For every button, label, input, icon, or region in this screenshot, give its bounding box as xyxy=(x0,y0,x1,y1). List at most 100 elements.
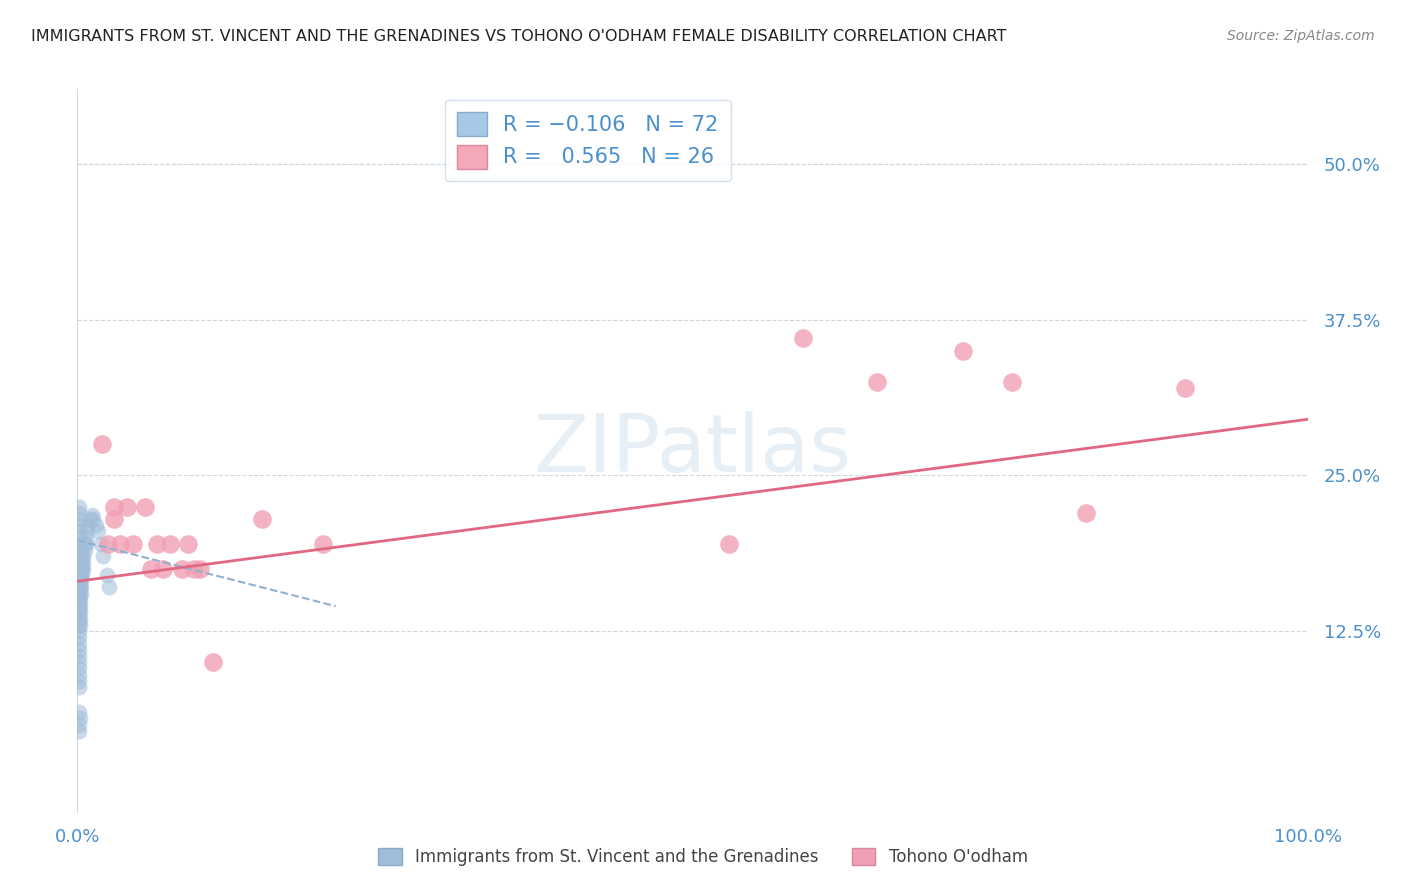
Point xyxy=(1001,375,1024,389)
Point xyxy=(69,618,91,632)
Point xyxy=(70,574,93,589)
Point xyxy=(72,549,94,564)
Point xyxy=(67,642,90,657)
Point xyxy=(67,537,90,551)
Point xyxy=(67,667,90,681)
Point xyxy=(312,537,335,551)
Point xyxy=(67,648,90,663)
Point xyxy=(177,537,200,551)
Point xyxy=(69,711,91,725)
Point xyxy=(67,549,90,564)
Point xyxy=(73,537,96,551)
Point xyxy=(69,599,91,614)
Point xyxy=(79,512,101,526)
Point xyxy=(67,500,90,514)
Point xyxy=(152,562,174,576)
Legend: R = −0.106   N = 72, R =   0.565   N = 26: R = −0.106 N = 72, R = 0.565 N = 26 xyxy=(444,100,731,181)
Point xyxy=(69,574,91,589)
Point xyxy=(67,506,90,520)
Point xyxy=(250,512,273,526)
Point xyxy=(141,562,163,576)
Point xyxy=(73,543,96,558)
Text: IMMIGRANTS FROM ST. VINCENT AND THE GRENADINES VS TOHONO O'ODHAM FEMALE DISABILI: IMMIGRANTS FROM ST. VINCENT AND THE GREN… xyxy=(31,29,1007,44)
Point xyxy=(952,343,974,358)
Text: ZIPatlas: ZIPatlas xyxy=(533,411,852,490)
Point xyxy=(69,606,91,620)
Point xyxy=(67,606,90,620)
Point xyxy=(67,581,90,595)
Point xyxy=(70,556,93,570)
Point xyxy=(75,531,97,545)
Point xyxy=(103,512,125,526)
Point xyxy=(67,618,90,632)
Point xyxy=(72,556,94,570)
Point xyxy=(91,549,114,564)
Point xyxy=(1174,381,1197,395)
Point xyxy=(67,543,90,558)
Point xyxy=(70,587,93,601)
Point xyxy=(201,655,224,669)
Point xyxy=(69,581,91,595)
Point xyxy=(67,562,90,576)
Point xyxy=(67,531,90,545)
Point xyxy=(1076,506,1098,520)
Point xyxy=(67,705,90,719)
Point xyxy=(67,518,90,533)
Point xyxy=(67,512,90,526)
Point xyxy=(67,556,90,570)
Point xyxy=(72,562,94,576)
Point xyxy=(77,518,100,533)
Point xyxy=(70,568,93,582)
Point xyxy=(146,537,169,551)
Point xyxy=(67,599,90,614)
Point xyxy=(69,612,91,626)
Point xyxy=(98,581,121,595)
Point xyxy=(90,437,114,451)
Point xyxy=(97,537,120,551)
Point xyxy=(121,537,143,551)
Point xyxy=(67,568,90,582)
Point xyxy=(67,673,90,688)
Point xyxy=(67,587,90,601)
Legend: Immigrants from St. Vincent and the Grenadines, Tohono O'odham: Immigrants from St. Vincent and the Gren… xyxy=(371,841,1035,873)
Point xyxy=(75,537,97,551)
Point xyxy=(67,624,90,639)
Point xyxy=(90,537,112,551)
Point xyxy=(69,562,91,576)
Point xyxy=(82,508,104,523)
Point xyxy=(70,568,93,582)
Point xyxy=(67,630,90,644)
Point xyxy=(69,587,91,601)
Point xyxy=(170,562,193,576)
Point xyxy=(70,562,93,576)
Point xyxy=(188,562,212,576)
Point xyxy=(70,549,93,564)
Point xyxy=(76,524,98,539)
Point xyxy=(82,512,104,526)
Point xyxy=(69,593,91,607)
Point xyxy=(115,500,138,514)
Point xyxy=(718,537,741,551)
Point xyxy=(87,524,110,539)
Point xyxy=(69,568,91,582)
Point xyxy=(110,537,132,551)
Point xyxy=(183,562,205,576)
Point xyxy=(67,524,90,539)
Point xyxy=(67,723,90,738)
Point xyxy=(134,500,156,514)
Point xyxy=(96,568,118,582)
Point xyxy=(67,574,90,589)
Text: Source: ZipAtlas.com: Source: ZipAtlas.com xyxy=(1227,29,1375,43)
Point xyxy=(67,661,90,675)
Point xyxy=(67,680,90,694)
Point xyxy=(67,655,90,669)
Point xyxy=(67,717,90,731)
Point xyxy=(103,500,125,514)
Point xyxy=(792,331,814,345)
Point xyxy=(866,375,889,389)
Point xyxy=(67,612,90,626)
Point xyxy=(84,518,107,533)
Point xyxy=(67,593,90,607)
Point xyxy=(70,556,93,570)
Point xyxy=(70,562,93,576)
